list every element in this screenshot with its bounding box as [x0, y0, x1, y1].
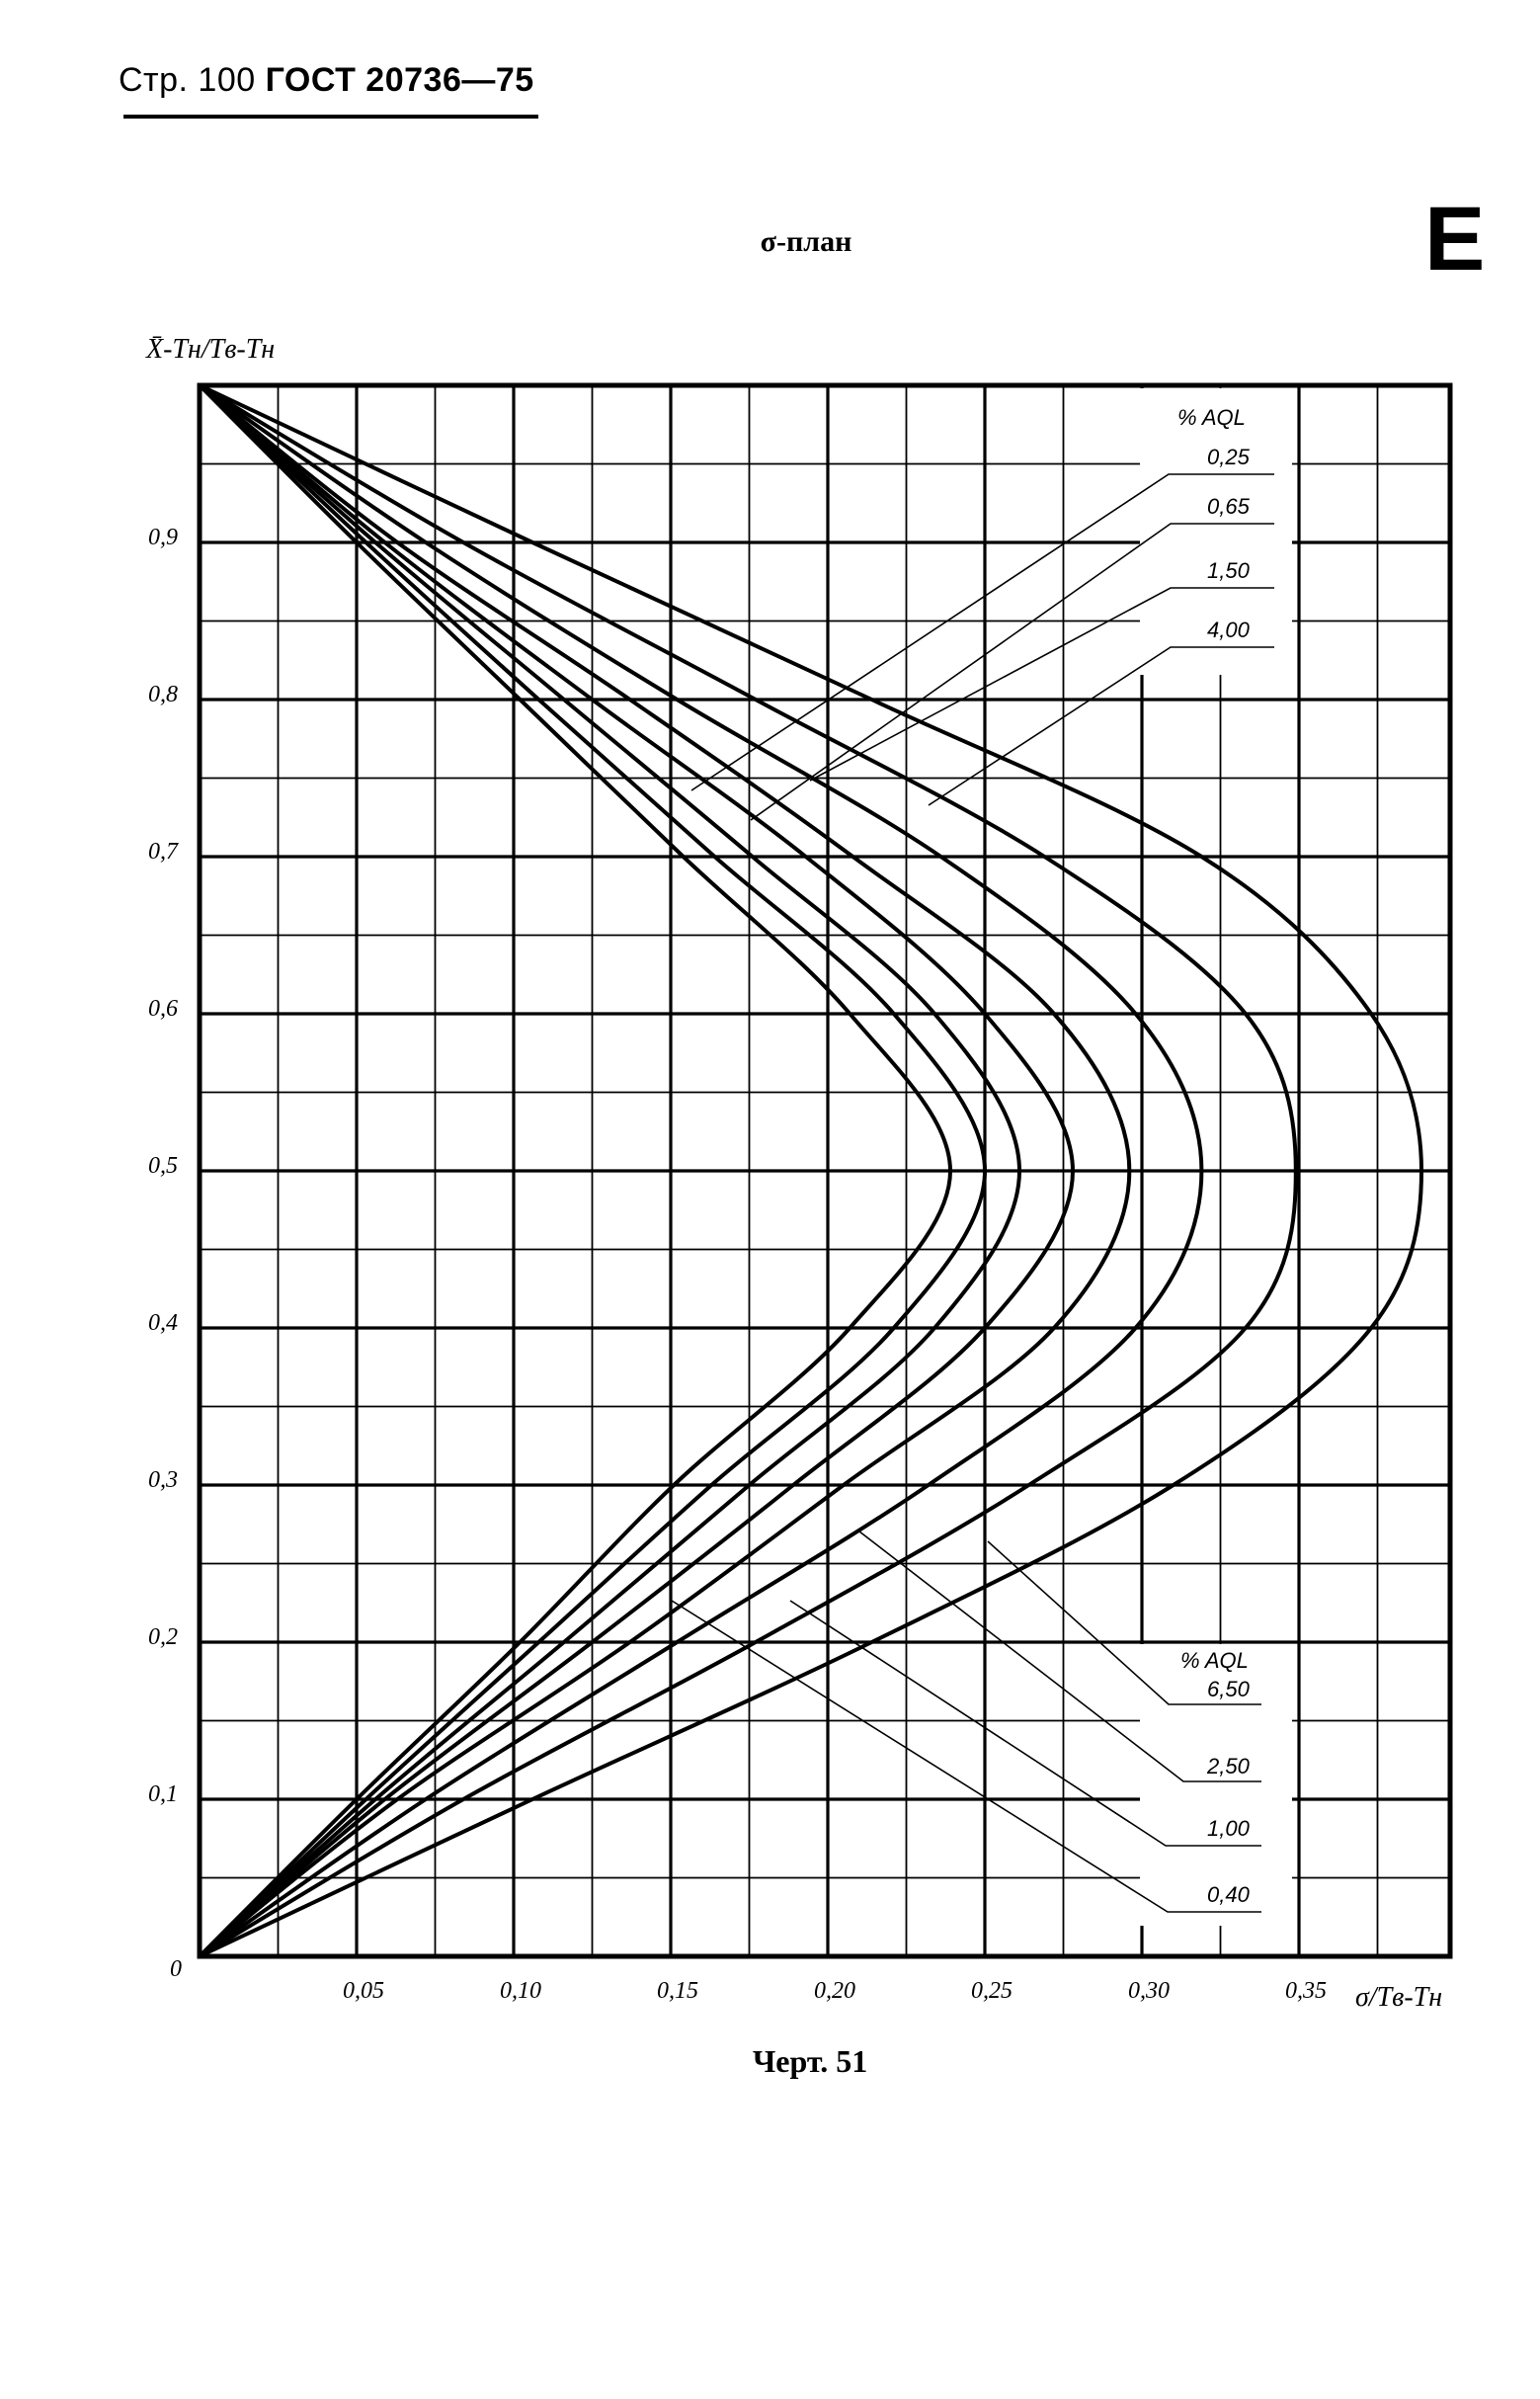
legend-label-top: 1,50 — [1207, 558, 1250, 583]
leader-line-top — [928, 646, 1274, 806]
x-tick-label: 0,10 — [500, 1978, 541, 2004]
y-tick-label: 0,2 — [148, 1624, 178, 1650]
y-axis-label: X̄-Tн/Tв-Tн — [146, 334, 276, 365]
x-tick-label: 0,20 — [814, 1978, 855, 2004]
chart-title: σ-план — [760, 225, 852, 258]
standard-number: ГОСТ 20736—75 — [265, 61, 534, 99]
leader-line-top — [690, 473, 1274, 791]
legend-title-top: % AQL — [1177, 405, 1246, 430]
x-tick-label: 0,35 — [1285, 1978, 1327, 2004]
curve-aql-4-00 — [198, 383, 988, 1958]
legend-title-bottom: % AQL — [1180, 1648, 1249, 1673]
y-tick-label: 0,8 — [148, 682, 178, 707]
legend-label-top: 0,65 — [1207, 494, 1250, 519]
leader-line-bottom — [671, 1600, 1261, 1913]
legend-label-bottom: 1,00 — [1207, 1816, 1250, 1841]
legend-box-bottom — [1140, 1644, 1292, 1926]
y-tick-label: 0,7 — [148, 839, 178, 865]
y-tick-label: 0,1 — [148, 1781, 178, 1807]
y-tick-label: 0,6 — [148, 996, 178, 1022]
leader-line-bottom — [858, 1530, 1261, 1782]
legend-label-top: 4,00 — [1207, 618, 1250, 642]
y-tick-label: 0 — [170, 1956, 182, 1982]
leader-line-bottom — [789, 1600, 1261, 1847]
y-tick-label: 0,9 — [148, 525, 178, 550]
y-tick-label: 0,5 — [148, 1153, 178, 1179]
page-header: Стр. 100 ГОСТ 20736—75 — [119, 61, 534, 100]
leader-line-top — [809, 587, 1274, 782]
legend-boxes — [1140, 388, 1292, 1926]
header-rule — [123, 115, 538, 119]
leader-line-bottom — [987, 1540, 1261, 1705]
y-tick-label: 0,4 — [148, 1310, 178, 1336]
leader-line-top — [750, 523, 1274, 821]
legend-label-bottom: 2,50 — [1207, 1754, 1250, 1779]
x-tick-label: 0,30 — [1128, 1978, 1170, 2004]
y-tick-label: 0,3 — [148, 1467, 178, 1493]
curve-aql-1-00 — [198, 383, 1132, 1958]
x-tick-label: 0,15 — [657, 1978, 698, 2004]
curve-aql-6-50 — [198, 383, 953, 1958]
curve-aql-0-25 — [199, 383, 1424, 1958]
figure-caption: Черт. 51 — [752, 2043, 868, 2079]
appendix-letter: E — [1424, 189, 1486, 290]
x-axis-label: σ/Tв-Tн — [1355, 1982, 1443, 2013]
legend-label-top: 0,25 — [1207, 445, 1250, 469]
legend-label-bottom: 6,50 — [1207, 1677, 1250, 1701]
chart-curves — [198, 383, 1424, 1958]
x-tick-label: 0,25 — [971, 1978, 1013, 2004]
curve-aql-0-65 — [198, 383, 1204, 1958]
legend-leader-lines — [671, 473, 1274, 1913]
legend-box-top — [1140, 388, 1292, 675]
legend-label-bottom: 0,40 — [1207, 1882, 1250, 1907]
curve-aql-0-40 — [198, 383, 1298, 1958]
curve-aql-1-50 — [198, 383, 1076, 1958]
page-number: Стр. 100 — [119, 61, 256, 99]
x-tick-label: 0,05 — [343, 1978, 384, 2004]
curve-aql-2-50 — [198, 383, 1022, 1958]
plot-frame — [197, 382, 1453, 1959]
